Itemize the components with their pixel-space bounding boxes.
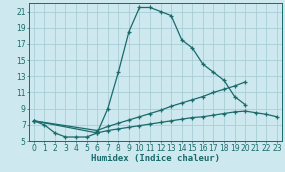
X-axis label: Humidex (Indice chaleur): Humidex (Indice chaleur)	[91, 154, 220, 163]
